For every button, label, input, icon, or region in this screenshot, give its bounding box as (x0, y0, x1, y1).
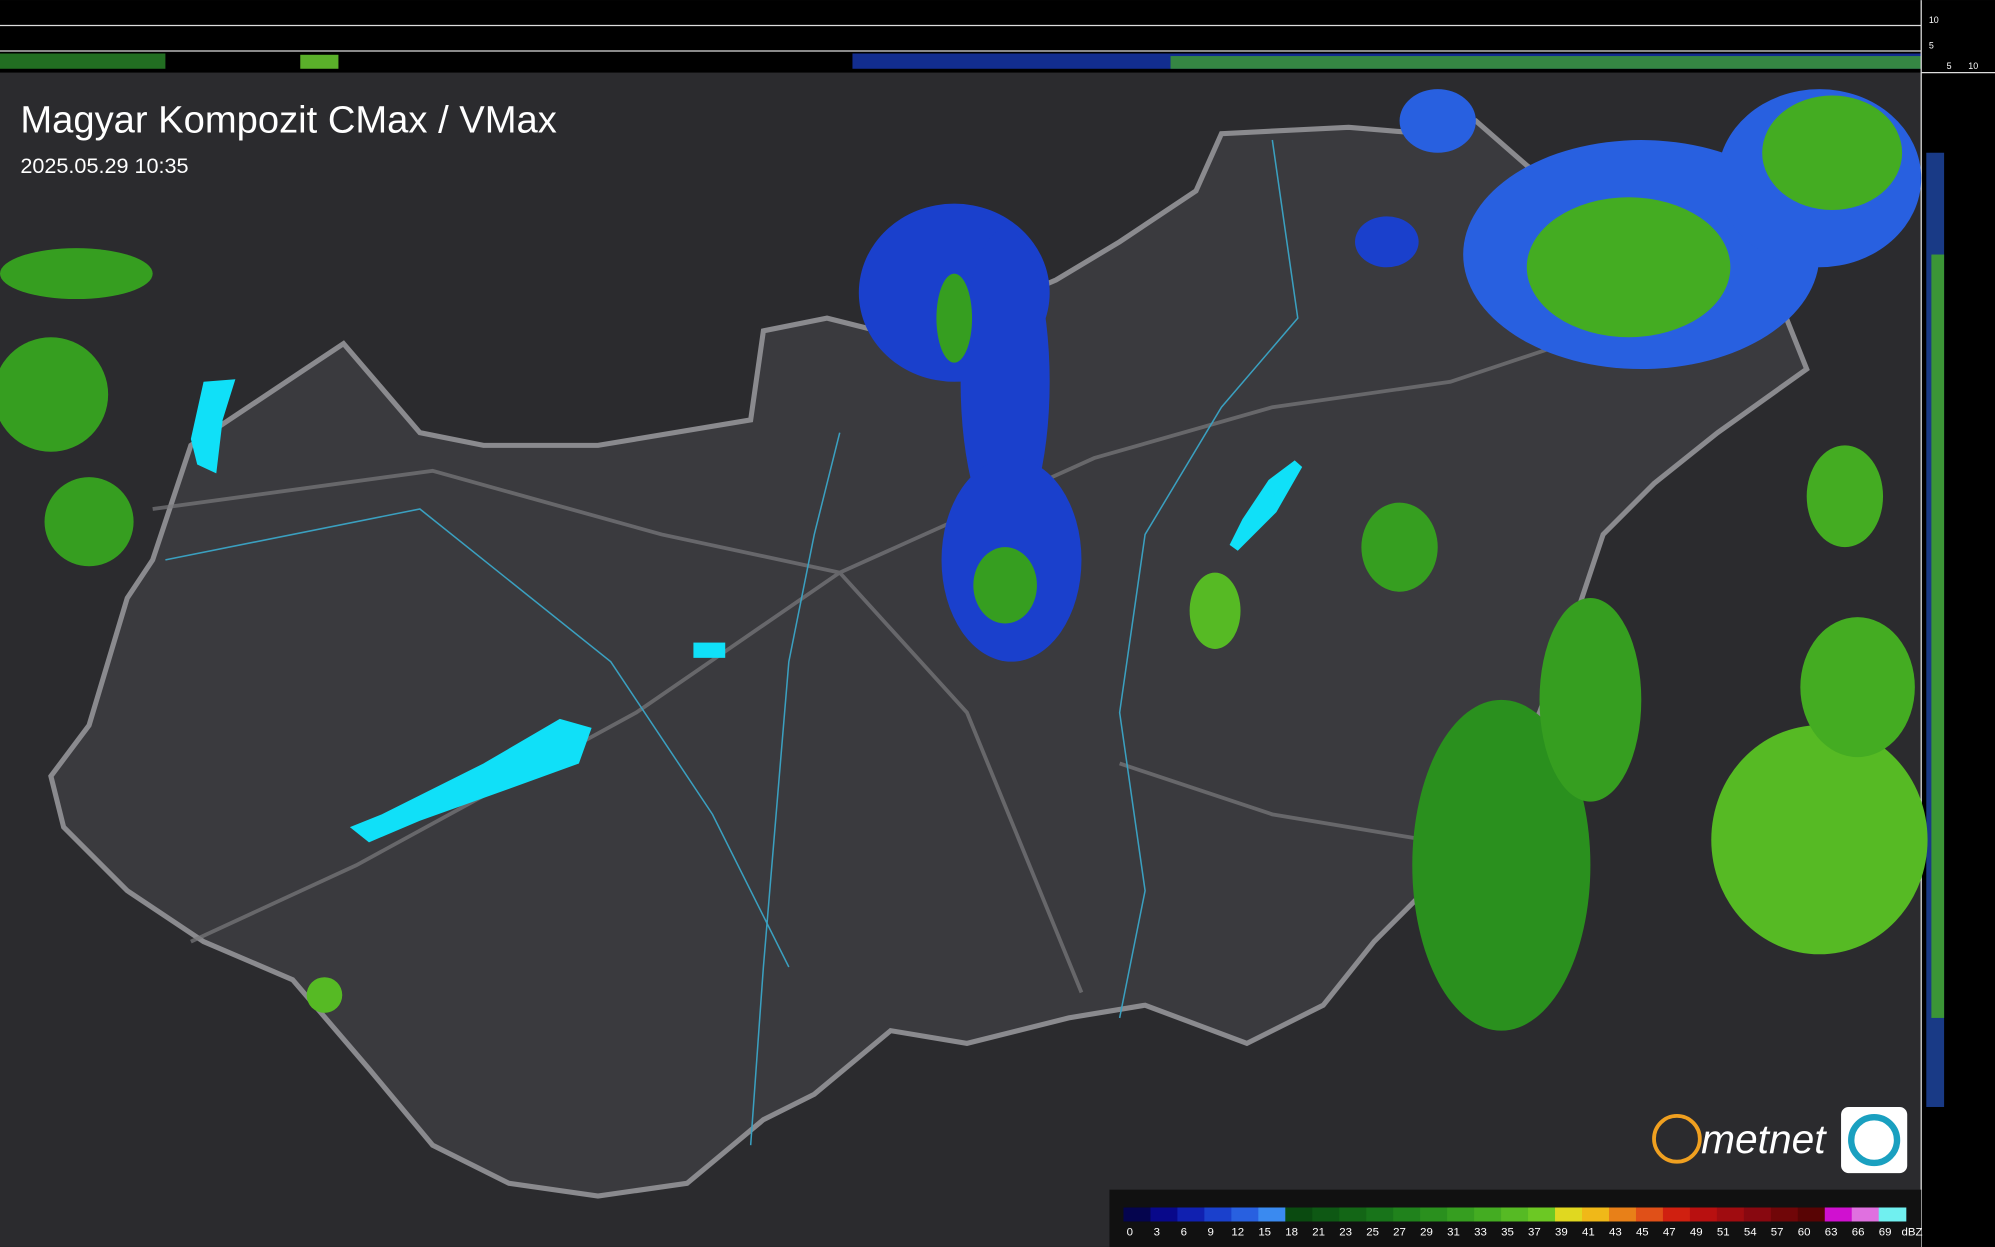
lake (190, 379, 236, 474)
legend-swatch (1797, 1207, 1826, 1222)
legend-tick: 0 (1127, 1226, 1133, 1238)
logo: metnet (1652, 1106, 1908, 1174)
legend-swatch (1285, 1207, 1313, 1222)
lake (1229, 460, 1303, 551)
legend-swatch (1770, 1207, 1799, 1222)
legend-swatch (1177, 1207, 1206, 1222)
radar-echoes (0, 89, 1928, 1031)
legend-tick: 35 (1501, 1226, 1514, 1238)
legend-tick: 29 (1420, 1226, 1433, 1238)
lake (693, 642, 726, 658)
legend: 0 3 6 9 12 15 18 21 23 25 27 29 31 33 35 37 39 41 43 45 47 49… (1123, 1207, 1923, 1238)
country-outline (48, 118, 1810, 1199)
legend-tick: 15 (1258, 1226, 1271, 1238)
legend-swatch (1662, 1207, 1691, 1222)
legend-tick: 9 (1208, 1226, 1214, 1238)
side-label: 5 (1947, 61, 1952, 71)
legend-tick: 60 (1798, 1226, 1811, 1238)
strip-echo (300, 54, 339, 69)
legend-tick: 33 (1474, 1226, 1487, 1238)
legend-swatch (1878, 1207, 1907, 1222)
legend-swatch (1393, 1207, 1421, 1222)
legend-swatch (1447, 1207, 1475, 1222)
legend-tick: 18 (1285, 1226, 1298, 1238)
map-title: Magyar Kompozit CMax / VMax (20, 98, 556, 141)
legend-tick: 27 (1393, 1226, 1406, 1238)
legend-swatch (1420, 1207, 1448, 1222)
legend-swatch (1608, 1207, 1637, 1222)
logo-text: metnet (1701, 1116, 1827, 1162)
legend-tick: 69 (1879, 1226, 1892, 1238)
legend-swatch (1824, 1207, 1853, 1222)
legend-unit: dBZ (1902, 1226, 1923, 1238)
legend-tick: 66 (1852, 1226, 1865, 1238)
legend-swatch (1635, 1207, 1664, 1222)
legend-tick: 39 (1555, 1226, 1568, 1238)
strip-echo (1170, 56, 1922, 69)
legend-swatch (1339, 1207, 1367, 1222)
strip-echo (1931, 254, 1945, 1018)
legend-tick: 63 (1825, 1226, 1838, 1238)
side-label: 10 (1968, 61, 1978, 71)
legend-tick: 37 (1528, 1226, 1541, 1238)
legend-swatch (1204, 1207, 1232, 1222)
legend-tick: 54 (1744, 1226, 1757, 1238)
legend-swatch (1716, 1207, 1745, 1222)
legend-swatch (1851, 1207, 1880, 1222)
legend-tick: 3 (1154, 1226, 1160, 1238)
legend-tick: 6 (1181, 1226, 1187, 1238)
legend-swatch (1258, 1207, 1286, 1222)
legend-tick: 57 (1771, 1226, 1784, 1238)
legend-tick: 12 (1231, 1226, 1244, 1238)
legend-swatch (1501, 1207, 1529, 1222)
legend-tick: 25 (1366, 1226, 1379, 1238)
legend-swatch (1123, 1207, 1152, 1222)
legend-tick: 47 (1663, 1226, 1676, 1238)
legend-tick: 43 (1609, 1226, 1622, 1238)
legend-tick: 21 (1312, 1226, 1325, 1238)
legend-tick: 41 (1582, 1226, 1595, 1238)
legend-swatch (1555, 1207, 1583, 1222)
legend-tick: 49 (1690, 1226, 1703, 1238)
legend-tick: 45 (1636, 1226, 1649, 1238)
legend-swatch (1150, 1207, 1179, 1222)
legend-swatch (1312, 1207, 1340, 1222)
legend-swatch (1689, 1207, 1718, 1222)
legend-swatch (1528, 1207, 1556, 1222)
lake (349, 718, 592, 843)
timestamp: 2025.05.29 10:35 (20, 153, 188, 178)
legend-swatch (1474, 1207, 1502, 1222)
legend-swatch (1366, 1207, 1394, 1222)
legend-swatch (1231, 1207, 1259, 1222)
rivers (165, 139, 1299, 1146)
side-label: 5 (1929, 40, 1934, 50)
legend-tick: 23 (1339, 1226, 1352, 1238)
legend-tick: 51 (1717, 1226, 1730, 1238)
strip-echo (0, 53, 166, 69)
legend-swatch (1743, 1207, 1772, 1222)
legend-swatch (1582, 1207, 1610, 1222)
side-label: 10 (1929, 15, 1939, 25)
legend-tick: 31 (1447, 1226, 1460, 1238)
